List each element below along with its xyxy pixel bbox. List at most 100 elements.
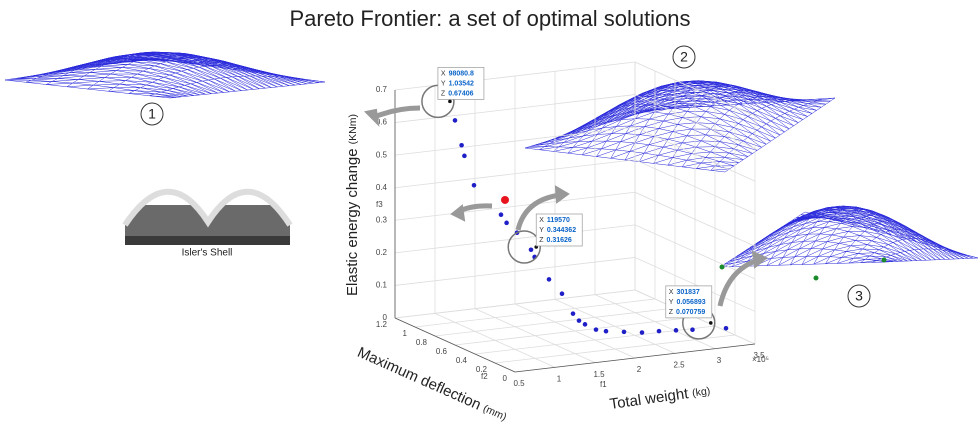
- grid-line: [394, 159, 636, 189]
- y-tick-label: 0.2: [476, 365, 488, 374]
- x-tick-label: 3: [717, 356, 722, 365]
- data-point: [570, 311, 576, 316]
- datatip-value: 301837: [676, 289, 699, 296]
- datatip-row: Z 0.31626: [539, 237, 572, 244]
- photo-ground: [125, 236, 290, 245]
- x-tick-label: 2.5: [673, 360, 685, 369]
- data-point: [582, 322, 588, 327]
- datatip-key: X: [539, 217, 544, 224]
- photo-dome: [122, 188, 293, 228]
- grid-line: [394, 224, 636, 254]
- data-point: [723, 325, 729, 331]
- solution-label: 1: [148, 106, 156, 122]
- plot: 0.511.522.533.500.20.40.60.811.200.10.20…: [344, 61, 769, 425]
- datatip-row: X 98080.8: [441, 70, 474, 77]
- data-point: [462, 153, 467, 159]
- data-point: [546, 277, 552, 282]
- data-point: [452, 118, 458, 123]
- y-tick-label: 0.6: [436, 347, 448, 356]
- solution-label: 2: [680, 49, 688, 65]
- datatip-key: Z: [539, 237, 544, 244]
- grid-line: [494, 334, 736, 364]
- datatip-box: [535, 213, 583, 247]
- arrow-head: [554, 185, 570, 204]
- axis-name: f2: [481, 372, 488, 381]
- datatip-row: Y 0.056893: [669, 299, 706, 306]
- data-point: [576, 318, 582, 323]
- datatip-box: [665, 285, 713, 319]
- axis-title: Elastic energy change (KNm): [344, 114, 361, 296]
- axis-line: [514, 343, 756, 373]
- datatip-row: Y 1.03542: [441, 80, 474, 87]
- grid-line: [634, 94, 756, 149]
- datatip-point: [708, 321, 713, 325]
- data-point: [501, 195, 509, 204]
- axis-title-text: Maximum deflection: [355, 344, 484, 414]
- grid-line: [634, 159, 756, 215]
- data-point: [603, 328, 609, 334]
- datatip-point: [448, 99, 452, 104]
- axis-title: Maximum deflection(mm): [355, 344, 510, 425]
- arrow-head: [751, 250, 768, 269]
- y-tick-label: 0: [503, 374, 508, 383]
- datatip-key: X: [669, 289, 674, 296]
- datatip-value: 0.056893: [676, 299, 705, 306]
- datatip-key: Z: [669, 309, 674, 316]
- data-point: [528, 247, 534, 253]
- arrow: [717, 257, 759, 307]
- y-tick-label: 1.2: [376, 320, 388, 329]
- data-point: [621, 329, 627, 335]
- datatip-row: Z 0.070759: [669, 309, 706, 316]
- z-tick-label: 0.7: [376, 85, 388, 94]
- label-circle: [847, 284, 871, 308]
- data-point: [656, 328, 662, 334]
- grid-line: [394, 94, 636, 123]
- data-point: [593, 327, 599, 332]
- grid-line: [634, 126, 756, 182]
- z-tick-label: 0.6: [376, 118, 388, 127]
- datatip-value: 0.67406: [448, 90, 473, 97]
- axis-line: [394, 317, 516, 373]
- y-tick-label: 0.8: [416, 338, 428, 347]
- datatip-value: 98080.8: [449, 70, 474, 77]
- data-point: [498, 212, 504, 218]
- data-point: [639, 330, 645, 335]
- arrows: [363, 105, 768, 307]
- zoom-circle: [507, 230, 541, 264]
- solution-label: 3: [855, 288, 863, 304]
- grid-line: [634, 224, 756, 280]
- datatip-row: Z 0.67406: [441, 90, 474, 97]
- grid-line: [634, 61, 756, 117]
- z-tick-label: 0.2: [376, 248, 388, 257]
- x-tick-label: 2: [637, 365, 642, 374]
- arrow-head: [363, 108, 380, 127]
- data-point: [690, 327, 695, 332]
- datatip-key: Z: [441, 90, 446, 97]
- grid-line: [394, 126, 636, 156]
- support-node: [719, 264, 725, 270]
- axis-title-text: Elastic energy change: [344, 148, 361, 296]
- axis-title-unit: (kg): [691, 385, 711, 399]
- x-tick-label: 1.5: [593, 370, 605, 379]
- grid-line: [634, 257, 756, 312]
- grid-line: [434, 307, 676, 337]
- x-tick-label: 0.5: [513, 379, 525, 388]
- arrow: [371, 105, 421, 121]
- grid-line: [394, 289, 636, 319]
- chart-title: Pareto Frontier: a set of optimal soluti…: [289, 6, 690, 31]
- datatip-key: Y: [539, 227, 544, 234]
- datatip-key: Y: [669, 299, 674, 306]
- grid-line: [634, 191, 756, 247]
- axis-name: f1: [600, 380, 607, 389]
- grid-line: [394, 191, 636, 221]
- y-tick-label: 0.4: [456, 356, 468, 365]
- datatip-row: X 301837: [669, 289, 700, 296]
- data-point: [559, 291, 565, 297]
- datatip-box: [437, 67, 485, 100]
- axis-title: Total weight (kg): [609, 382, 712, 413]
- axis-title-unit: (mm): [481, 402, 508, 423]
- datatip-value: 1.03542: [449, 80, 474, 87]
- datatip-value: 119570: [547, 217, 570, 224]
- solution-labels: 1 2 3: [140, 45, 871, 308]
